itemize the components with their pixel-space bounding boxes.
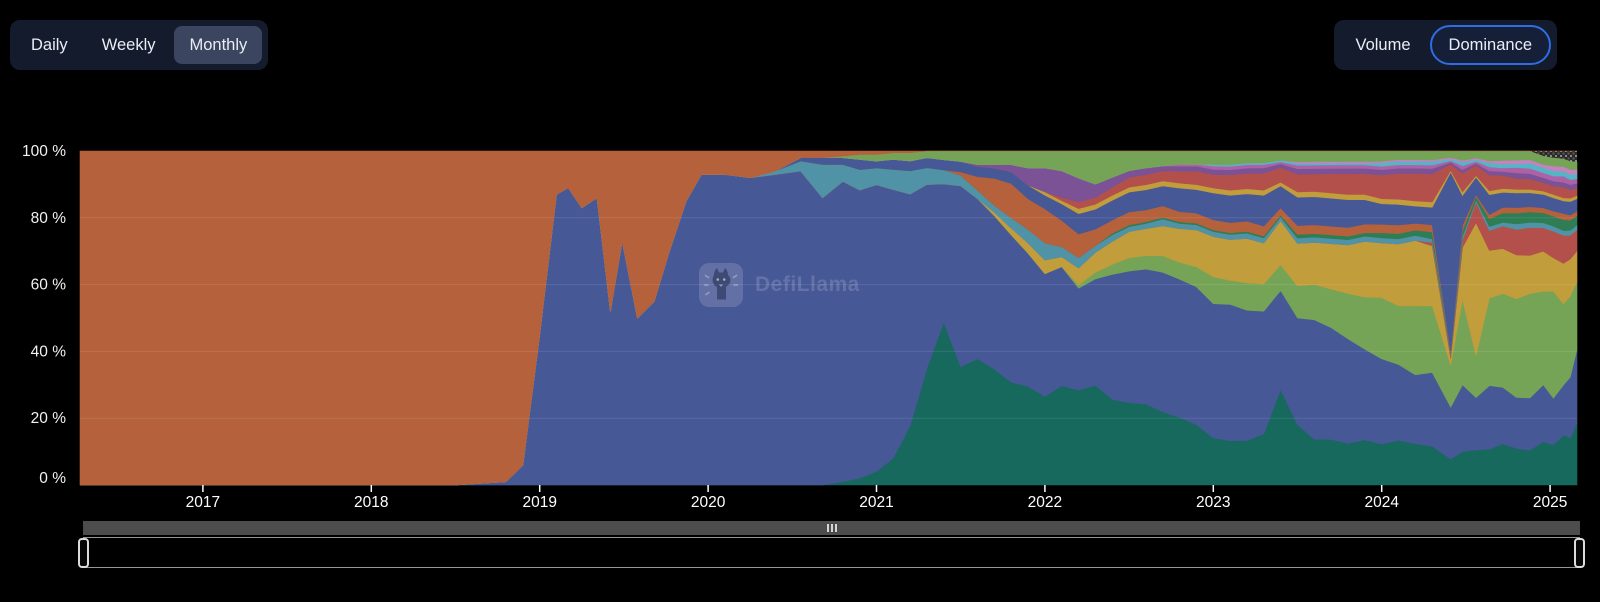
x-axis-label: 2023	[1196, 494, 1230, 511]
x-axis-label: 2021	[859, 494, 893, 511]
y-axis-label: 20 %	[31, 410, 67, 427]
area-orange-early	[79, 150, 1577, 486]
y-axis-label: 40 %	[31, 343, 67, 360]
x-axis-label: 2018	[354, 494, 388, 511]
metric-dominance-button[interactable]: Dominance	[1429, 24, 1551, 66]
metric-volume-button[interactable]: Volume	[1340, 26, 1425, 65]
x-axis-label: 2017	[186, 494, 220, 511]
x-axis-label: 2025	[1533, 494, 1567, 511]
range-handle-right[interactable]	[1574, 537, 1585, 568]
range-handle-left[interactable]	[78, 537, 89, 568]
frequency-monthly-button[interactable]: Monthly	[174, 25, 263, 65]
y-axis-label: 0 %	[39, 470, 66, 487]
drag-grip-icon	[826, 524, 837, 532]
range-selector[interactable]	[78, 537, 1585, 568]
frequency-daily-button[interactable]: Daily	[16, 26, 83, 65]
x-axis-label: 2020	[691, 494, 726, 511]
x-axis-label: 2022	[1028, 494, 1062, 511]
y-axis-label: 80 %	[31, 210, 67, 227]
frequency-toggle: Daily Weekly Monthly	[10, 20, 269, 70]
metric-toggle: Volume Dominance	[1334, 20, 1557, 70]
chart-scrollbar[interactable]	[83, 521, 1580, 535]
x-axis-label: 2019	[522, 494, 556, 511]
y-axis-label: 60 %	[31, 277, 67, 294]
x-axis-label: 2024	[1364, 494, 1399, 511]
frequency-weekly-button[interactable]: Weekly	[87, 26, 171, 65]
y-axis-label: 100 %	[22, 143, 66, 160]
